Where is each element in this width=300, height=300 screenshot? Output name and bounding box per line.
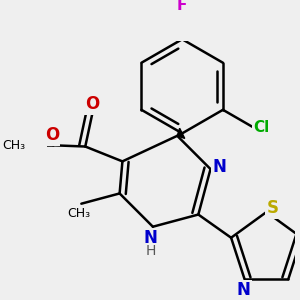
Text: O: O — [85, 95, 100, 113]
Text: N: N — [236, 281, 250, 299]
Text: H: H — [145, 244, 156, 259]
Text: CH₃: CH₃ — [67, 207, 90, 220]
Text: F: F — [177, 0, 188, 13]
Text: N: N — [143, 229, 157, 247]
Text: N: N — [212, 158, 226, 175]
Text: Cl: Cl — [254, 120, 270, 135]
Text: S: S — [267, 199, 279, 217]
Text: O: O — [45, 126, 59, 144]
Polygon shape — [177, 128, 185, 138]
Text: CH₃: CH₃ — [2, 139, 25, 152]
